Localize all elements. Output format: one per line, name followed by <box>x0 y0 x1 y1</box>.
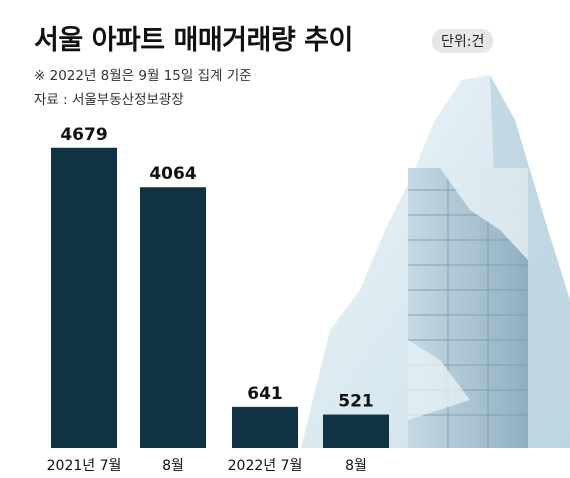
bar-1 <box>140 187 206 448</box>
unit-badge: 단위:건 <box>432 29 494 53</box>
value-labels: 4679 4064 641 521 <box>60 125 373 412</box>
ground <box>0 448 570 478</box>
source-note: 자료 : 서울부동산정보광장 <box>34 92 184 108</box>
ice-overlay-lower <box>408 340 470 420</box>
x-axis-label-0: 2021년 7월 <box>47 458 122 474</box>
iceberg-building-illustration <box>0 75 570 478</box>
chart-title: 서울 아파트 매매거래량 추이 <box>34 25 353 56</box>
bar-3 <box>323 414 389 448</box>
bar-series <box>51 147 389 448</box>
bar-0 <box>51 147 117 448</box>
bar-value-label-0: 4679 <box>60 125 107 145</box>
x-axis-label-1: 8월 <box>162 458 184 474</box>
x-axis-label-3: 8월 <box>345 458 367 474</box>
bar-value-label-1: 4064 <box>149 164 196 184</box>
bar-2 <box>232 406 298 448</box>
bar-value-label-3: 521 <box>338 392 374 412</box>
footnote: ※ 2022년 8월은 9월 15일 집계 기준 <box>34 68 252 84</box>
bar-value-label-2: 641 <box>247 384 283 404</box>
ice-overlay <box>440 168 528 260</box>
x-axis-labels: 2021년 7월 8월 2022년 7월 8월 <box>47 458 367 474</box>
x-axis-label-2: 2022년 7월 <box>228 458 303 474</box>
